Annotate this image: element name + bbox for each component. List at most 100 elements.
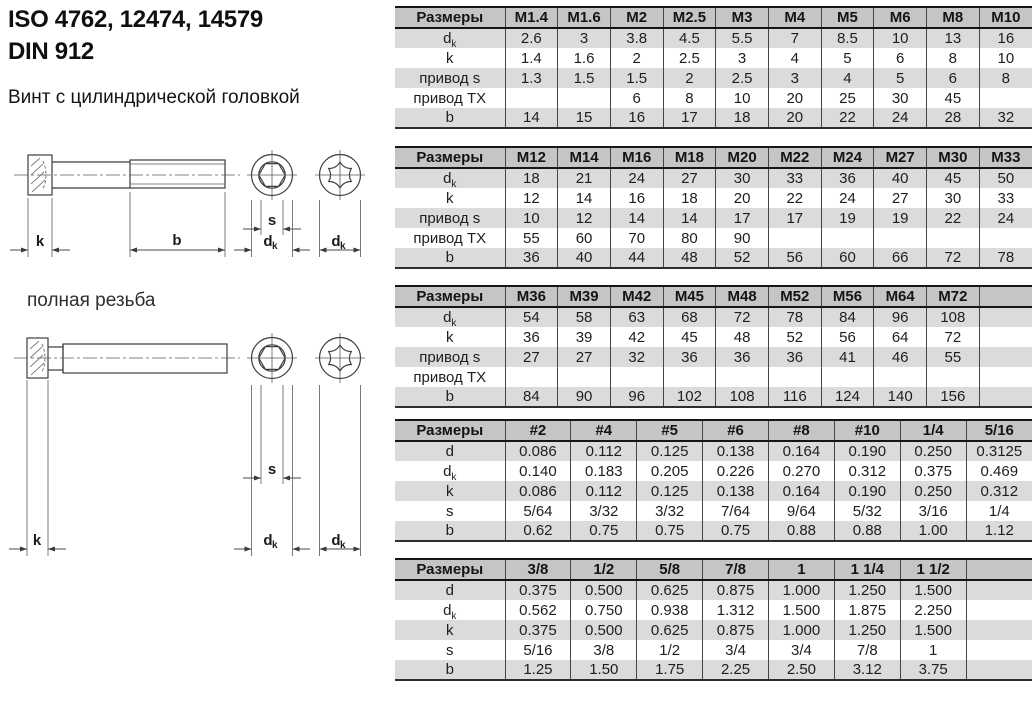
table-corner-label: Размеры [395, 420, 505, 442]
column-header: #4 [570, 420, 637, 442]
cell: 2.5 [662, 48, 716, 68]
cell: 102 [662, 387, 716, 407]
cell: 45 [662, 327, 716, 347]
row-label: b [395, 521, 505, 541]
column-header: M8 [926, 7, 980, 29]
cell [557, 367, 611, 387]
cell [965, 600, 1032, 620]
cell: 156 [926, 387, 980, 407]
cell [978, 327, 1032, 347]
hex-socket-end-view: s d k [234, 333, 310, 556]
dimension-table-2: Размеры M12 M14 M16 M18 M20 M22 M24 M27 M30 M33 dk 1… [395, 146, 1032, 269]
cell: 17 [767, 208, 822, 228]
cell: 10 [504, 208, 558, 228]
cell: 14 [504, 108, 558, 128]
head-knurl-hatch [30, 157, 47, 193]
table-row: dk 0.562 0.750 0.938 1.312 1.500 1.875 2.250 [395, 600, 1032, 620]
cell [715, 367, 769, 387]
table-row: b 0.62 0.75 0.75 0.75 0.88 0.88 1.00 1.12 [395, 521, 1032, 541]
cell: 0.164 [768, 481, 835, 501]
cell: 0.205 [636, 461, 703, 481]
column-header: M6 [873, 7, 927, 29]
cell: 14 [609, 208, 664, 228]
cell: 30 [873, 88, 927, 108]
page-title: ISO 4762, 12474, 14579 DIN 912 [8, 4, 392, 67]
torx-end-view: d k [315, 150, 365, 257]
row-label: b [395, 660, 505, 680]
dim-label-dk-base: d [263, 233, 272, 250]
cell: 0.375 [504, 580, 571, 600]
cell: 0.112 [570, 481, 637, 501]
cell: 8 [662, 88, 716, 108]
cell: 17 [715, 208, 769, 228]
screw-side-view [14, 154, 240, 196]
cell: 1.4 [504, 48, 558, 68]
cell: 4 [820, 68, 874, 88]
cell: 5/16 [504, 640, 571, 660]
cell: 1 [899, 640, 967, 660]
table-row: d 0.375 0.500 0.625 0.875 1.000 1.250 1.500 [395, 580, 1032, 600]
column-header [978, 286, 1032, 308]
cell: 0.500 [570, 620, 637, 640]
column-header: 1/4 [899, 420, 967, 442]
cell: 0.75 [636, 521, 703, 541]
cell: 0.88 [833, 521, 901, 541]
table-corner-label: Размеры [395, 559, 505, 581]
column-header: M39 [557, 286, 611, 308]
cell: 1.000 [768, 620, 835, 640]
cell: 72 [715, 307, 769, 327]
cell: 4 [767, 48, 822, 68]
cell: 1.12 [965, 521, 1032, 541]
cell: 0.112 [570, 441, 637, 461]
cell: 46 [873, 347, 927, 367]
cell: 1/4 [965, 501, 1032, 521]
cell: 72 [926, 248, 980, 268]
cell: 7/64 [702, 501, 769, 521]
row-label: dk [395, 28, 505, 48]
row-label: b [395, 387, 505, 407]
cell: 17 [662, 108, 716, 128]
cell: 24 [820, 188, 874, 208]
row-label: dk [395, 168, 505, 188]
table-row: привод s 27 27 32 36 36 36 41 46 55 [395, 347, 1032, 367]
cell: 0.250 [899, 481, 967, 501]
cell: 6 [873, 48, 927, 68]
row-label: k [446, 49, 454, 67]
column-header: M14 [557, 147, 611, 169]
cell: 27 [504, 347, 558, 367]
cell [504, 88, 558, 108]
row-label: привод TX [413, 368, 487, 386]
cell: 1.50 [570, 660, 637, 680]
table-row: k 0.086 0.112 0.125 0.138 0.164 0.190 0.250 0.31… [395, 481, 1032, 501]
table-row: b 36 40 44 48 52 56 60 66 72 78 [395, 248, 1032, 268]
cell: 27 [873, 188, 927, 208]
cell [873, 228, 927, 248]
cell: 30 [715, 168, 769, 188]
cell: 3/16 [899, 501, 967, 521]
cell: 33 [767, 168, 822, 188]
cell: 52 [715, 248, 769, 268]
cell: 84 [820, 307, 874, 327]
hex-socket-end-view: s d k [234, 150, 310, 257]
cell: 5.5 [715, 28, 769, 48]
dimension-table-1: Размеры M1.4 M1.6 M2 M2.5 M3 M4 M5 M6 M8 M10 dk 2.6 3… [395, 6, 1032, 129]
cell: 3/4 [702, 640, 769, 660]
cell: 1.250 [833, 620, 901, 640]
table-row: dk 54 58 63 68 72 78 84 96 108 [395, 307, 1032, 327]
cell [965, 620, 1032, 640]
cell: 0.562 [504, 600, 571, 620]
cell: 78 [767, 307, 822, 327]
thread-section [62, 343, 228, 374]
cell: 0.270 [768, 461, 835, 481]
dimension-table-3: Размеры M36 M39 M42 M45 M48 M52 M56 M64 M72 dk 54 58… [395, 285, 1032, 408]
cell: 0.75 [702, 521, 769, 541]
row-label: привод s [395, 68, 505, 88]
cell: 1.875 [833, 600, 901, 620]
cell: 0.875 [702, 580, 769, 600]
product-name: Винт с цилиндрической головкой [8, 87, 300, 108]
cell [820, 228, 874, 248]
cell: 7 [767, 28, 822, 48]
row-label: k [446, 328, 454, 346]
table-row: b 1.25 1.50 1.75 2.25 2.50 3.12 3.75 [395, 660, 1032, 680]
row-label: d [395, 580, 505, 600]
